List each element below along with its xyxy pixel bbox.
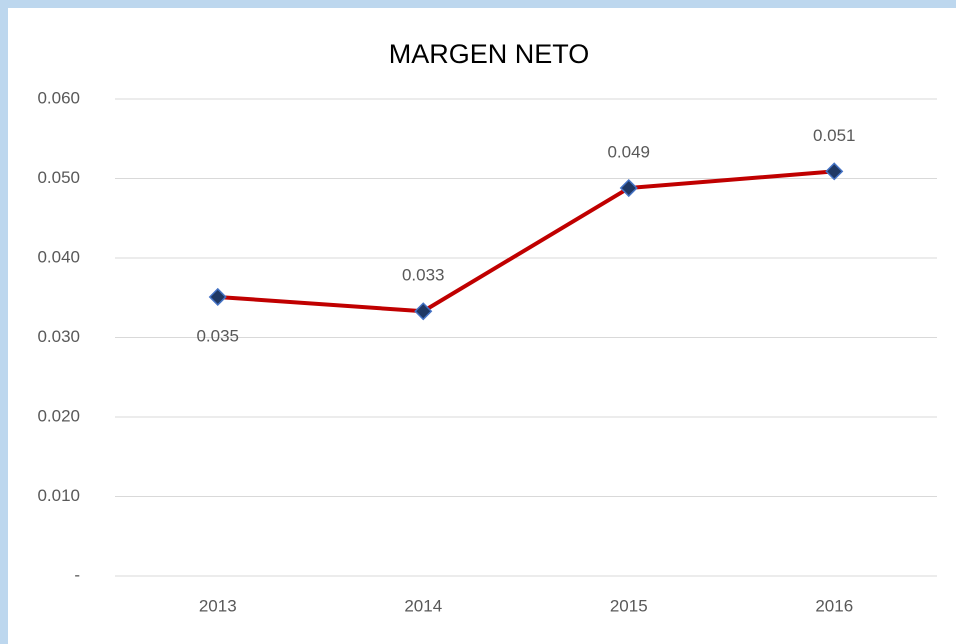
data-label: 0.051 [813,126,856,145]
y-tick-label: 0.050 [37,168,80,187]
data-point [619,178,638,198]
y-tick-label: 0.040 [37,247,80,266]
y-tick-label: - [74,565,80,584]
data-label: 0.033 [402,266,445,285]
x-tick-label: 2013 [199,596,237,615]
data-point [825,162,844,181]
chart-title: MARGEN NETO [389,39,590,69]
y-tick-label: 0.010 [37,486,80,505]
data-label: 0.049 [607,143,650,162]
data-point [208,287,227,307]
y-tick-label: 0.030 [37,327,80,346]
x-tick-label: 2014 [404,596,442,615]
data-point [414,302,433,321]
y-tick-label: 0.060 [37,88,80,107]
data-line [217,169,835,314]
data-label: 0.035 [196,326,239,345]
y-tick-label: 0.020 [37,406,80,425]
x-tick-label: 2016 [815,596,853,615]
x-tick-label: 2015 [610,596,648,615]
